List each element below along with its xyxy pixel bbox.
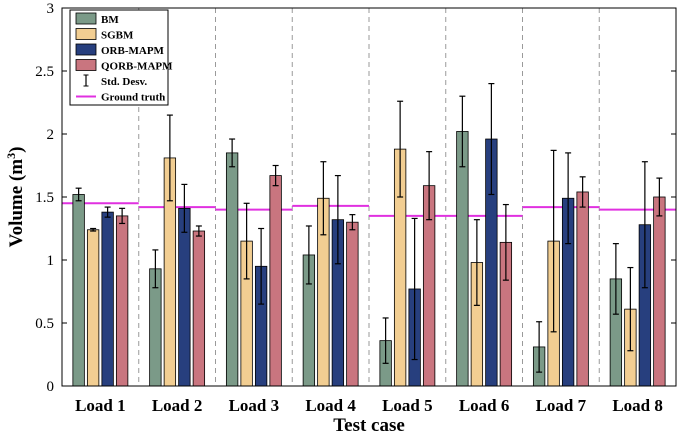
legend-label: Ground truth — [101, 92, 165, 104]
legend-label: BM — [101, 14, 119, 26]
x-tick-label: Load 1 — [75, 396, 126, 415]
legend-label: QORB-MAPM — [101, 61, 173, 73]
legend-label: Std. Desv. — [101, 76, 147, 88]
y-tick-label: 0 — [47, 379, 55, 395]
legend-swatch — [75, 43, 97, 56]
bar — [653, 196, 666, 387]
bar — [269, 175, 282, 387]
x-tick-label: Load 6 — [459, 396, 510, 415]
bar — [86, 229, 100, 387]
x-tick-label: Load 3 — [229, 396, 280, 415]
legend-box — [69, 9, 169, 106]
y-tick-label: 2 — [47, 127, 55, 143]
y-tick-label: 1 — [47, 253, 55, 269]
legend: BM SGBM ORB-MAPM QORB-MAPM Std. Desv. Ground … — [69, 9, 173, 106]
y-tick-label: 0.5 — [35, 316, 54, 332]
legend-swatch — [75, 59, 97, 71]
bar — [115, 215, 129, 387]
bar — [192, 230, 206, 387]
bar — [101, 211, 114, 387]
x-tick-label: Load 5 — [382, 396, 433, 415]
bar — [456, 131, 469, 387]
error-bars — [75, 82, 663, 373]
bar — [178, 207, 191, 387]
x-tick-label: Load 4 — [305, 396, 356, 415]
bar — [576, 191, 589, 387]
x-tick-label: Load 8 — [612, 396, 663, 415]
y-tick-label: 3 — [47, 1, 55, 17]
x-axis-title: Test case — [333, 415, 405, 436]
legend-label: ORB-MAPM — [101, 45, 165, 57]
legend-swatch — [75, 28, 97, 40]
bar — [225, 152, 239, 387]
y-axis-title: Volume (m3) — [4, 147, 27, 248]
x-tick-label: Load 2 — [152, 396, 203, 415]
y-tick-label: 2.5 — [35, 64, 54, 80]
bar — [72, 194, 85, 387]
x-tick-label: Load 7 — [536, 396, 587, 415]
legend-swatch — [75, 12, 97, 25]
legend-label: SGBM — [101, 30, 134, 42]
bars — [72, 131, 666, 387]
category-separators — [138, 8, 600, 386]
bar — [346, 221, 359, 387]
x-axis: Load 1 Load 2 Load 3 Load 4 Load 5 Load 6 Load… — [75, 396, 663, 415]
y-tick-label: 1.5 — [35, 190, 54, 206]
y-axis: 0 0.5 1 1.5 2 2.5 3 — [35, 1, 676, 395]
